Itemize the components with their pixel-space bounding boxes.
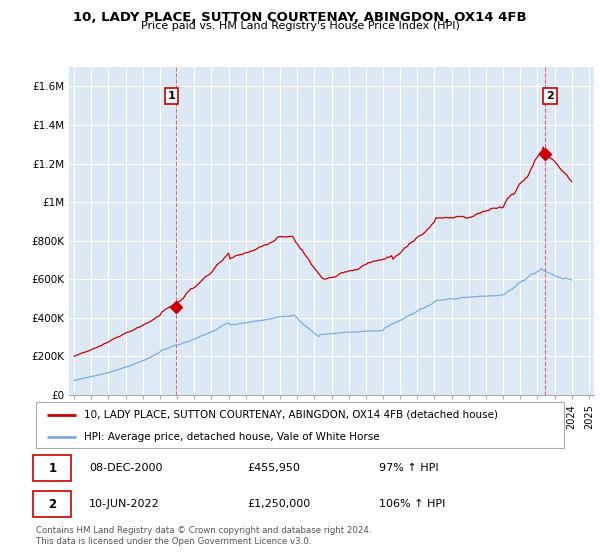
FancyBboxPatch shape	[34, 455, 71, 482]
FancyBboxPatch shape	[36, 402, 564, 448]
Text: 10-JUN-2022: 10-JUN-2022	[89, 499, 160, 509]
Text: 10, LADY PLACE, SUTTON COURTENAY, ABINGDON, OX14 4FB (detached house): 10, LADY PLACE, SUTTON COURTENAY, ABINGD…	[83, 410, 497, 420]
Text: 2: 2	[546, 91, 554, 101]
Text: £455,950: £455,950	[247, 463, 300, 473]
Text: 97% ↑ HPI: 97% ↑ HPI	[379, 463, 439, 473]
Text: 08-DEC-2000: 08-DEC-2000	[89, 463, 162, 473]
Text: 10, LADY PLACE, SUTTON COURTENAY, ABINGDON, OX14 4FB: 10, LADY PLACE, SUTTON COURTENAY, ABINGD…	[73, 11, 527, 24]
Text: 1: 1	[167, 91, 175, 101]
Text: £1,250,000: £1,250,000	[247, 499, 310, 509]
Text: HPI: Average price, detached house, Vale of White Horse: HPI: Average price, detached house, Vale…	[83, 432, 379, 441]
Text: 2: 2	[49, 497, 56, 511]
Text: 106% ↑ HPI: 106% ↑ HPI	[379, 499, 446, 509]
FancyBboxPatch shape	[34, 491, 71, 517]
Text: Contains HM Land Registry data © Crown copyright and database right 2024.
This d: Contains HM Land Registry data © Crown c…	[36, 526, 371, 546]
Text: Price paid vs. HM Land Registry's House Price Index (HPI): Price paid vs. HM Land Registry's House …	[140, 21, 460, 31]
Text: 1: 1	[49, 461, 56, 475]
